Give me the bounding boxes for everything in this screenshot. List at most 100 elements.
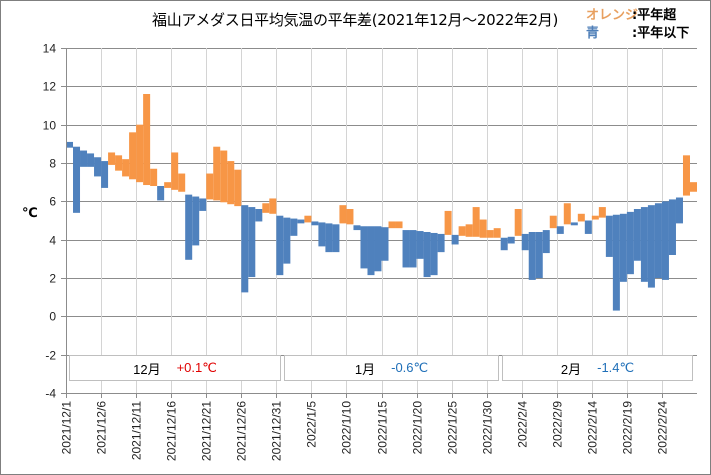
bar-above-normal [227, 161, 235, 205]
bar-below-normal [500, 237, 508, 251]
bar-above-normal [129, 132, 137, 180]
bar-above-normal [479, 219, 487, 238]
bar-above-normal [178, 173, 186, 192]
x-tick-label: 2022/1/15 [376, 401, 390, 455]
y-tick-label: 4 [49, 234, 56, 248]
bar-above-normal [234, 169, 242, 207]
bar-below-normal [416, 231, 424, 259]
x-tick-label: 2022/2/19 [621, 401, 635, 455]
x-tick-label: 2022/1/20 [411, 401, 425, 455]
y-tick-label: 12 [43, 80, 57, 94]
x-tick-label: 2021/12/21 [200, 401, 214, 461]
y-tick-label: -2 [45, 349, 56, 363]
legend-desc-above: :平年超 [632, 8, 677, 23]
bar-above-normal [108, 152, 116, 165]
y-tick-label: 0 [49, 310, 56, 324]
x-tick-label: 2021/12/1 [60, 401, 74, 455]
bar-below-normal [66, 141, 74, 148]
bar-above-normal [150, 168, 158, 186]
bar-above-normal [549, 215, 557, 229]
bar-below-normal [290, 218, 298, 236]
bar-below-normal [157, 186, 165, 201]
x-tick-label: 2022/1/10 [340, 401, 354, 455]
bar-below-normal [318, 222, 326, 247]
bar-above-normal [115, 155, 123, 171]
bar-below-normal [241, 205, 249, 293]
x-tick-label: 2022/2/14 [586, 401, 600, 455]
bar-above-normal [689, 182, 697, 192]
bar-above-normal [122, 159, 130, 177]
bar-below-normal [360, 226, 368, 269]
bar-below-normal [619, 213, 627, 282]
legend-label-orange: オレンジ [586, 8, 639, 23]
bar-below-normal [325, 223, 333, 253]
bar-below-normal [73, 146, 81, 213]
x-tick-label: 2021/12/16 [165, 401, 179, 461]
bar-above-normal [486, 230, 494, 238]
bar-below-normal [423, 232, 431, 278]
bar-above-normal [171, 152, 179, 190]
bar-above-normal [206, 173, 214, 200]
bar-below-normal [570, 222, 578, 226]
x-tick-label: 2022/2/24 [656, 401, 670, 455]
y-tick-label: -4 [45, 387, 56, 401]
bar-below-normal [248, 207, 256, 278]
bar-below-normal [612, 214, 620, 311]
bar-below-normal [367, 226, 375, 276]
bar-below-normal [556, 226, 564, 234]
bar-below-normal [647, 205, 655, 288]
month-label: 1月 [354, 361, 376, 377]
axes: 14 12 10 8 6 4 2 0 -2 -4 2021/12/1 2021/12/6 2021/12… [43, 42, 697, 461]
x-tick-label: 2022/1/30 [481, 401, 495, 455]
x-tick-label: 2021/12/26 [235, 401, 249, 461]
bar-below-normal [542, 230, 550, 254]
bar-above-normal [136, 124, 144, 183]
y-axis-label: ℃ [22, 206, 38, 221]
x-tick-label: 2021/12/11 [130, 401, 144, 460]
month-label: 2月 [560, 361, 582, 377]
bar-below-normal [311, 221, 319, 226]
bar-below-normal [192, 196, 200, 246]
bar-below-normal [640, 207, 648, 282]
bar-below-normal [381, 227, 389, 261]
bar-below-normal [255, 209, 263, 222]
bar-above-normal [213, 146, 221, 201]
bar-above-normal [444, 210, 452, 235]
bar-below-normal [437, 233, 445, 253]
bar-above-normal [346, 209, 354, 225]
y-tick-label: 2 [49, 272, 56, 286]
x-tick-label: 2022/2/4 [516, 401, 530, 448]
month-anomaly: -1.4℃ [597, 360, 635, 375]
bar-above-normal [220, 150, 228, 203]
bar-above-normal [143, 94, 151, 186]
bar-below-normal [661, 201, 669, 280]
bar-above-normal [598, 207, 606, 218]
month-anomaly: -0.6℃ [391, 360, 429, 375]
month-summary-december: 12月 +0.1℃ [69, 355, 281, 381]
bar-below-normal [675, 197, 683, 224]
bar-below-normal [507, 236, 515, 244]
chart-title: 福山アメダス日平均気温の平年差(2021年12月～2022年2月) [152, 11, 559, 29]
bar-below-normal [430, 232, 438, 276]
bar-above-normal [304, 215, 312, 223]
bar-above-normal [514, 209, 522, 236]
bar-above-normal [563, 203, 571, 225]
grid [66, 48, 697, 393]
x-tick-label: 2022/1/5 [305, 401, 319, 448]
month-anomaly: +0.1℃ [176, 360, 217, 375]
bar-below-normal [654, 203, 662, 278]
bar-below-normal [409, 230, 417, 268]
bar-below-normal [276, 215, 284, 276]
bar-below-normal [199, 198, 207, 211]
bar-below-normal [451, 234, 459, 245]
legend-desc-below: :平年以下 [632, 26, 690, 41]
legend-label-blue: 青 [586, 26, 600, 41]
bar-below-normal [668, 199, 676, 255]
bar-above-normal [493, 228, 501, 238]
bar-below-normal [626, 211, 634, 275]
bar-above-normal [395, 221, 403, 229]
bar-below-normal [528, 232, 536, 280]
legend-item-above: オレンジ :平年超 [586, 7, 689, 25]
bar-below-normal [374, 226, 382, 272]
